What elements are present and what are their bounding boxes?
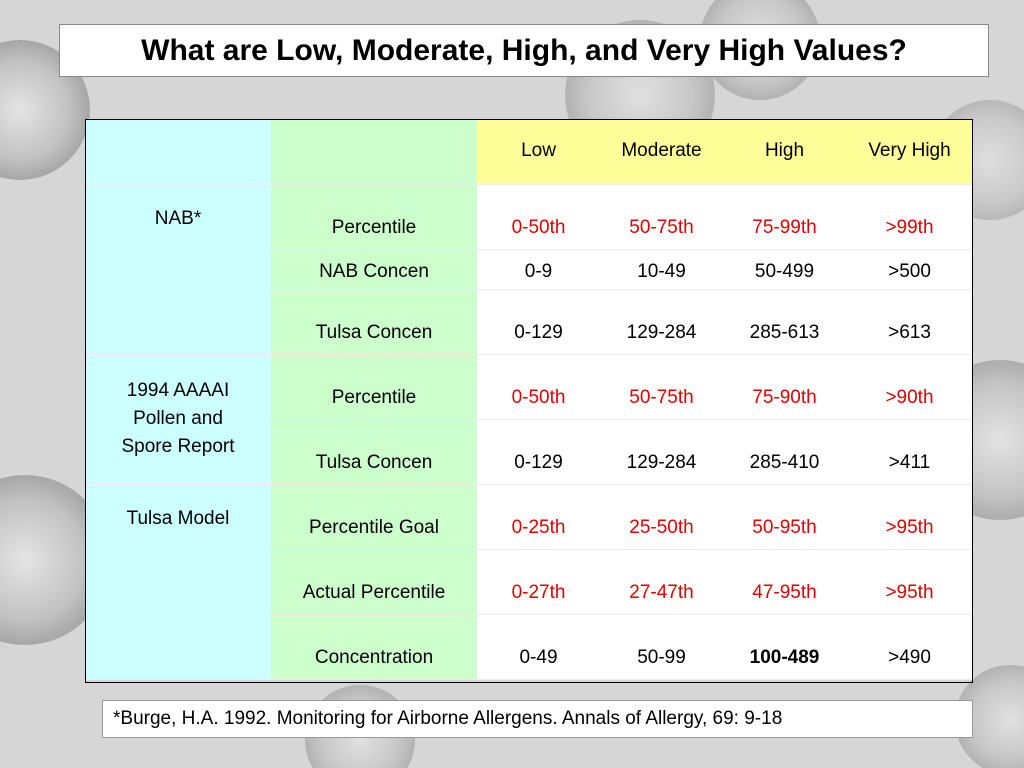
value-cell: 0-9 bbox=[477, 248, 600, 290]
value-cell: 0-129 bbox=[477, 289, 600, 355]
values-table: Low Moderate High Very High NAB* Percent… bbox=[85, 119, 973, 680]
value-cell: 10-49 bbox=[600, 248, 723, 290]
value-cell: >95th bbox=[846, 483, 973, 550]
value-cell: 25-50th bbox=[600, 483, 723, 550]
table-row: Tulsa Concen 0-129 129-284 285-613 >613 bbox=[85, 289, 973, 355]
column-header-low: Low bbox=[477, 119, 600, 185]
group-label-tulsa-model: Tulsa Model bbox=[85, 483, 271, 680]
value-cell: 100-489 bbox=[723, 613, 846, 680]
corner-cell bbox=[85, 119, 271, 185]
value-cell: 27-47th bbox=[600, 549, 723, 615]
table-row: NAB* Percentile 0-50th 50-75th 75-99th >… bbox=[85, 183, 973, 355]
value-cell: 285-410 bbox=[723, 418, 846, 485]
measure-label: Percentile bbox=[271, 183, 477, 250]
measure-label: Percentile Goal bbox=[271, 483, 477, 550]
measure-label: Tulsa Concen bbox=[271, 419, 477, 485]
value-cell: 0-50th bbox=[477, 183, 600, 250]
column-header-high: High bbox=[723, 119, 846, 185]
page-title: What are Low, Moderate, High, and Very H… bbox=[59, 24, 989, 77]
table-row: Actual Percentile 0-27th 27-47th 47-95th… bbox=[85, 549, 973, 615]
group-label-line: Pollen and bbox=[133, 407, 223, 429]
value-cell: 0-25th bbox=[477, 483, 600, 550]
measure-label: NAB Concen bbox=[271, 248, 477, 290]
footnote-citation: *Burge, H.A. 1992. Monitoring for Airbor… bbox=[102, 700, 973, 738]
group-label-line: Spore Report bbox=[121, 435, 235, 457]
value-cell: 47-95th bbox=[723, 549, 846, 615]
value-cell: >99th bbox=[846, 183, 973, 250]
value-cell: 0-27th bbox=[477, 549, 600, 615]
value-cell: >490 bbox=[846, 613, 973, 680]
table-row: NAB Concen 0-9 10-49 50-499 >500 bbox=[85, 248, 973, 290]
table-row: Tulsa Model Percentile Goal 0-25th 25-50… bbox=[85, 483, 973, 680]
measure-label: Concentration bbox=[271, 614, 477, 680]
measure-label: Percentile bbox=[271, 353, 477, 420]
value-cell: >90th bbox=[846, 353, 973, 420]
value-cell: >95th bbox=[846, 549, 973, 615]
value-cell: 285-613 bbox=[723, 289, 846, 355]
value-cell: 0-49 bbox=[477, 613, 600, 680]
value-cell: 50-99 bbox=[600, 613, 723, 680]
value-cell: 129-284 bbox=[600, 289, 723, 355]
header-row: Low Moderate High Very High bbox=[85, 119, 973, 185]
table-row: Tulsa Concen 0-129 129-284 285-410 >411 bbox=[85, 418, 973, 485]
measure-label: Tulsa Concen bbox=[271, 289, 477, 355]
column-header-very-high: Very High bbox=[846, 119, 973, 185]
table-row: Concentration 0-49 50-99 100-489 >490 bbox=[85, 613, 973, 680]
value-cell: 50-499 bbox=[723, 248, 846, 290]
value-cell: >500 bbox=[846, 248, 973, 290]
value-cell: 75-99th bbox=[723, 183, 846, 250]
group-label-nab: NAB* bbox=[85, 183, 271, 355]
value-cell: 50-75th bbox=[600, 183, 723, 250]
value-cell: 50-75th bbox=[600, 353, 723, 420]
column-header-moderate: Moderate bbox=[600, 119, 723, 185]
group-label-aaaai: 1994 AAAAI Pollen and Spore Report bbox=[85, 353, 271, 485]
value-cell: 50-95th bbox=[723, 483, 846, 550]
table-row: 1994 AAAAI Pollen and Spore Report Perce… bbox=[85, 353, 973, 485]
measure-label: Actual Percentile bbox=[271, 549, 477, 615]
value-cell: 0-129 bbox=[477, 418, 600, 485]
corner-cell bbox=[271, 119, 477, 185]
value-cell: 129-284 bbox=[600, 418, 723, 485]
group-label-line: 1994 AAAAI bbox=[126, 379, 230, 401]
value-cell: >613 bbox=[846, 289, 973, 355]
value-cell: 75-90th bbox=[723, 353, 846, 420]
value-cell: 0-50th bbox=[477, 353, 600, 420]
value-cell: >411 bbox=[846, 418, 973, 485]
